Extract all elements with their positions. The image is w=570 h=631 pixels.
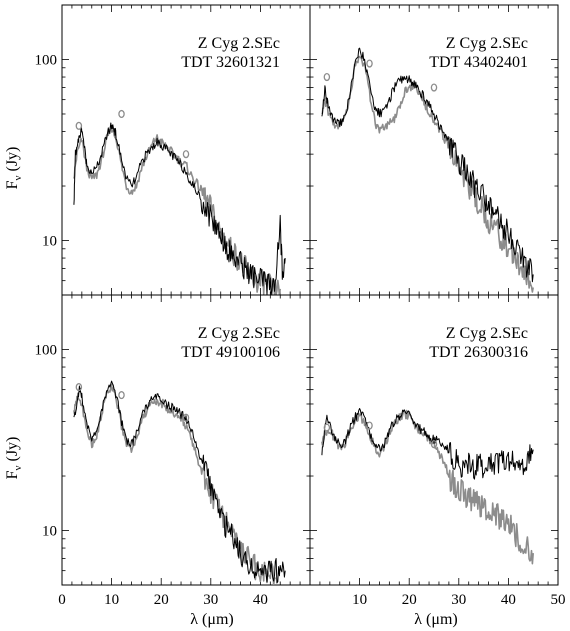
series-gray-line (73, 383, 277, 585)
x-tick-label: 0 (58, 592, 66, 608)
photometry-point (366, 59, 373, 68)
photometry-point (323, 72, 331, 82)
panel-label-line2: TDT 43402401 (429, 54, 528, 71)
photometry-point (182, 413, 190, 422)
photometry-point (182, 150, 190, 159)
photometry-point (430, 83, 438, 92)
series-black-line (321, 408, 534, 480)
y-tick-label: 10 (42, 234, 57, 250)
panel-2: Z Cyg 2.SEc TDT 43402401 (309, 4, 559, 296)
series-black-line (321, 47, 534, 283)
panel-3: 10 100 0 10 20 30 40 Z Cyg 2.SEc TDT 49100106 (35, 294, 311, 608)
y-axis-title-top: Fν (Jy) (4, 147, 24, 190)
x-tick-label: 20 (154, 592, 169, 608)
x-tick-label: 30 (203, 592, 218, 608)
x-axis-title-right: λ (μm) (414, 611, 457, 628)
photometry-point (430, 440, 438, 449)
panel-label-line2: TDT 49100106 (181, 344, 280, 361)
photometry-point (118, 391, 125, 400)
x-tick-label: 10 (352, 592, 367, 608)
x-tick-label: 20 (402, 592, 417, 608)
panel-label-line2: TDT 32601321 (181, 54, 280, 71)
y-tick-label: 100 (35, 52, 58, 68)
axis-labels: λ (μm) λ (μm) Fν (Jy) Fν (Jy) (4, 147, 458, 628)
y-axis-title-bottom: Fν (Jy) (4, 437, 24, 480)
series-gray-line (321, 55, 534, 293)
panel-label-line1: Z Cyg 2.SEc (198, 325, 280, 342)
photometry-point (75, 383, 83, 392)
panel-label-line1: Z Cyg 2.SEc (446, 325, 528, 342)
x-axis-title: λ (μm) (190, 611, 233, 628)
y-tick-label: 100 (35, 342, 58, 358)
series-black-line (73, 122, 286, 295)
x-tick-label: 30 (451, 592, 466, 608)
panel-1: 10 100 Z Cyg 2.SEc TDT 32601321 (35, 4, 311, 296)
series-gray-line (73, 125, 281, 295)
panel-frame (309, 294, 559, 586)
x-tick-label: 10 (104, 592, 119, 608)
photometry-point (75, 121, 83, 130)
panel-label-line1: Z Cyg 2.SEc (198, 35, 280, 52)
x-tick-label: 50 (551, 592, 566, 608)
panel-label-line2: TDT 26300316 (429, 344, 528, 361)
panel-4: 10 20 30 40 50 Z Cyg 2.SEc TDT 26300316 (309, 294, 566, 608)
series-black-line (73, 380, 286, 584)
y-tick-label: 10 (42, 524, 57, 540)
x-tick-label: 40 (501, 592, 516, 608)
panel-label-line1: Z Cyg 2.SEc (446, 35, 528, 52)
photometry-point (118, 109, 125, 119)
photometry-point (323, 423, 331, 432)
photometry-point (366, 421, 373, 430)
x-tick-label: 40 (253, 592, 268, 608)
series-gray-line (321, 409, 534, 565)
